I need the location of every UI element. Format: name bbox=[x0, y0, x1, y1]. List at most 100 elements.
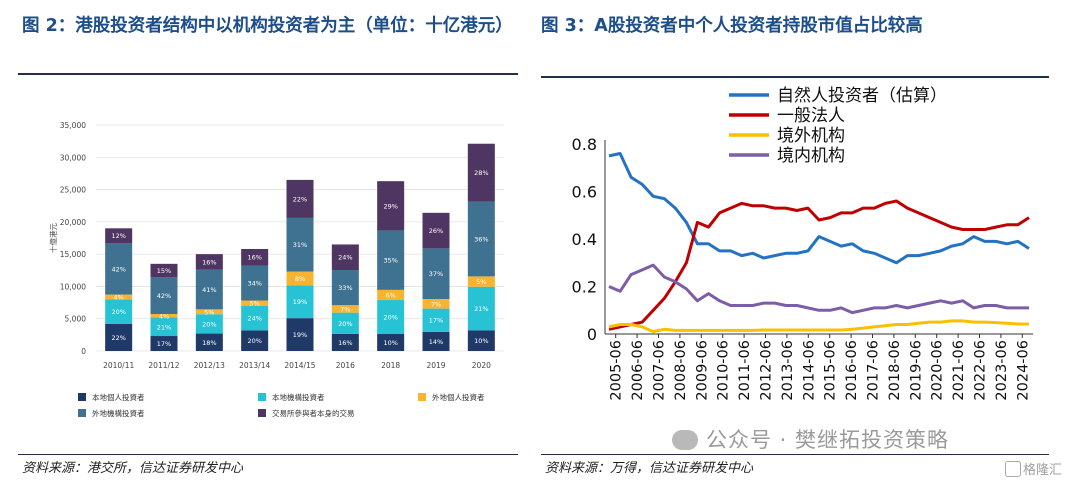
legend-swatch bbox=[418, 393, 426, 401]
x-tick-label: 2017-06 bbox=[866, 340, 882, 401]
logo: 格隆汇 bbox=[1005, 459, 1062, 478]
y-tick-label: 35,000 bbox=[60, 121, 86, 130]
bar-segment bbox=[195, 314, 223, 334]
x-tick-label: 2009-06 bbox=[694, 340, 710, 401]
left-source-note: 资料来源：港交所，信达证券研发中心 bbox=[22, 461, 244, 476]
wechat-icon bbox=[672, 430, 698, 450]
x-tick-label: 2005-06 bbox=[609, 340, 625, 401]
x-tick-label: 2022-06 bbox=[973, 340, 989, 401]
right-figure-title: 图 3：A股投资者中个人投资者持股市值占比较高 bbox=[541, 16, 923, 36]
x-tick-label: 2020 bbox=[472, 361, 491, 370]
x-tick-label: 2019-06 bbox=[908, 340, 924, 401]
y-tick-label: 0 bbox=[587, 325, 597, 344]
bar-data-label: 5% bbox=[476, 278, 486, 286]
bar-segment bbox=[422, 331, 450, 351]
bar-data-label: 15% bbox=[157, 267, 171, 275]
bar-segment bbox=[286, 179, 314, 218]
bar-data-label: 34% bbox=[247, 279, 261, 287]
x-tick-label: 2007-06 bbox=[652, 340, 668, 401]
left-figure-title: 图 2：港股投资者结构中以机构投资者为主（单位：十亿港元） bbox=[22, 16, 513, 36]
legend-label: 本地機構投資者 bbox=[272, 392, 325, 402]
bar-data-label: 28% bbox=[474, 169, 488, 177]
bar-segment bbox=[467, 276, 495, 287]
right-source-rule bbox=[541, 454, 1049, 455]
bar-segment bbox=[377, 300, 405, 335]
bar-data-label: 20% bbox=[247, 337, 261, 345]
bar-segment bbox=[331, 333, 359, 351]
legend-label: 境外机构 bbox=[777, 126, 845, 146]
bar-segment bbox=[105, 324, 133, 351]
bar-data-label: 24% bbox=[338, 254, 352, 262]
y-tick-label: 0.2 bbox=[572, 278, 597, 297]
logo-text: 格隆汇 bbox=[1023, 463, 1063, 478]
bar-segment bbox=[422, 308, 450, 332]
y-tick-label: 0.4 bbox=[572, 230, 597, 249]
watermark-text: 公众号 · 樊继拓投资策略 bbox=[706, 428, 950, 452]
series-line bbox=[608, 199, 1030, 331]
legend-label: 自然人投资者（估算） bbox=[777, 86, 947, 106]
x-tick-label: 2016 bbox=[336, 361, 355, 370]
bar-segment bbox=[422, 299, 450, 309]
x-tick-label: 2014/15 bbox=[284, 361, 315, 370]
legend-label: 境内机构 bbox=[777, 146, 845, 166]
bar-segment bbox=[331, 270, 359, 306]
x-tick-label: 2018 bbox=[381, 361, 400, 370]
x-tick-label: 2024-06 bbox=[1015, 340, 1031, 401]
legend-label: 一般法人 bbox=[777, 106, 845, 126]
bar-data-label: 36% bbox=[474, 236, 488, 244]
bar-segment bbox=[150, 314, 178, 318]
x-tick-label: 2010/11 bbox=[103, 361, 134, 370]
bar-data-label: 17% bbox=[429, 317, 443, 325]
x-tick-label: 2008-06 bbox=[673, 340, 689, 401]
bar-segment bbox=[377, 334, 405, 351]
bar-segment bbox=[241, 265, 269, 301]
legend-swatch bbox=[78, 409, 86, 417]
bar-data-label: 14% bbox=[429, 338, 443, 346]
y-tick-label: 20,000 bbox=[60, 218, 86, 227]
x-tick-label: 2010-06 bbox=[716, 340, 732, 401]
legend-label: 外地機構投資者 bbox=[92, 408, 145, 418]
series-line bbox=[608, 319, 1029, 334]
bar-data-label: 17% bbox=[157, 340, 171, 348]
bar-segment bbox=[377, 230, 405, 290]
bar-data-label: 20% bbox=[111, 308, 125, 316]
left-source-rule bbox=[18, 454, 518, 455]
bar-segment bbox=[286, 217, 314, 272]
bar-data-label: 6% bbox=[386, 291, 396, 299]
bar-data-label: 41% bbox=[202, 286, 216, 294]
bar-data-label: 42% bbox=[157, 292, 171, 300]
bar-segment bbox=[195, 269, 223, 310]
bar-data-label: 16% bbox=[247, 254, 261, 262]
bar-data-label: 33% bbox=[338, 284, 352, 292]
bar-data-label: 22% bbox=[293, 195, 307, 203]
x-tick-label: 2014-06 bbox=[801, 340, 817, 401]
bar-data-label: 12% bbox=[111, 232, 125, 240]
bar-segment bbox=[105, 228, 133, 244]
stacked-bar-chart: 0 5,000 10,000 15,000 20,000 25,000 30,000 35,0… bbox=[48, 121, 504, 418]
x-tick-label: 2012/13 bbox=[194, 361, 225, 370]
series-line bbox=[608, 263, 1029, 315]
bar-segment bbox=[105, 294, 133, 300]
bar-data-label: 24% bbox=[247, 315, 261, 323]
left-title-rule bbox=[18, 73, 518, 75]
right-title-rule bbox=[541, 76, 1049, 78]
watermark: 公众号 · 樊继拓投资策略 bbox=[672, 424, 949, 454]
bar-segment bbox=[331, 312, 359, 334]
bar-segment bbox=[241, 248, 269, 266]
legend-label: 交易所參與者本身的交易 bbox=[272, 408, 355, 418]
bar-data-label: 4% bbox=[114, 294, 124, 302]
x-tick-label: 2016-06 bbox=[844, 340, 860, 401]
legend-swatch bbox=[78, 393, 86, 401]
bar-segment bbox=[241, 305, 269, 331]
x-tick-label: 2021-06 bbox=[951, 340, 967, 401]
bar-segment bbox=[241, 330, 269, 351]
x-tick-label: 2006-06 bbox=[630, 340, 646, 401]
x-tick-label: 2023-06 bbox=[994, 340, 1010, 401]
bar-segment bbox=[195, 309, 223, 315]
x-tick-label: 2013-06 bbox=[780, 340, 796, 401]
y-tick-label: 0.8 bbox=[572, 135, 597, 154]
x-tick-label: 2015-06 bbox=[823, 340, 839, 401]
bar-segment bbox=[467, 143, 495, 202]
right-source-note: 资料来源：万得，信达证券研发中心 bbox=[545, 461, 754, 476]
bar-data-label: 19% bbox=[293, 298, 307, 306]
